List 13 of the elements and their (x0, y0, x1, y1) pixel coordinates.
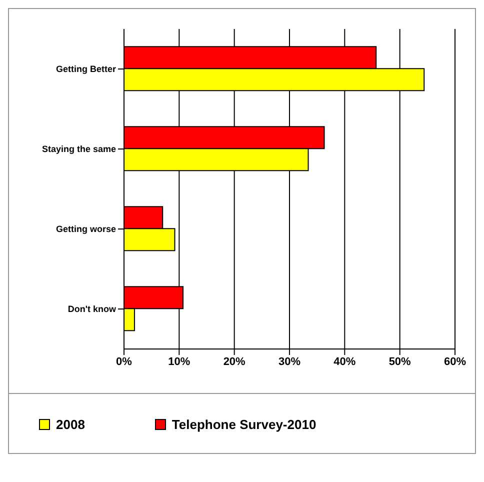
x-tick-label: 10% (168, 356, 190, 368)
x-tick-label: 30% (278, 356, 301, 368)
x-tick-label: 40% (334, 356, 356, 368)
x-tick-label: 0% (116, 356, 132, 368)
legend-label: Telephone Survey-2010 (172, 416, 316, 432)
legend-label: 2008 (56, 416, 85, 432)
y-tick-label: Don't know (68, 304, 117, 314)
y-tick-label: Getting worse (56, 224, 116, 234)
y-tick-label: Getting Better (56, 64, 116, 74)
x-tick-label: 50% (388, 356, 412, 368)
x-tick-label: 20% (223, 356, 246, 368)
y-tick-label: Staying the same (42, 144, 116, 154)
x-tick-label: 60% (444, 356, 466, 368)
